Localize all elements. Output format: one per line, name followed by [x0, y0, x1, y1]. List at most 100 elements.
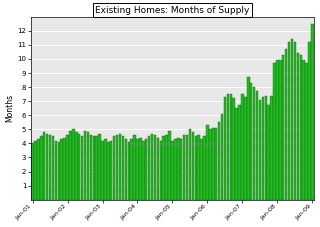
Bar — [232, 98, 235, 200]
Bar — [78, 133, 80, 200]
Bar — [75, 132, 77, 200]
Bar — [110, 141, 113, 200]
Bar — [87, 132, 89, 200]
Bar — [265, 96, 267, 200]
Bar — [177, 138, 180, 200]
Bar — [273, 63, 276, 200]
Bar — [195, 136, 197, 200]
Bar — [52, 136, 54, 200]
Bar — [229, 94, 232, 200]
Bar — [224, 97, 226, 200]
Bar — [256, 91, 258, 200]
Bar — [282, 55, 284, 200]
Bar — [127, 142, 130, 200]
Bar — [84, 131, 86, 200]
Title: Existing Homes: Months of Supply: Existing Homes: Months of Supply — [95, 5, 250, 15]
Bar — [90, 135, 92, 200]
Bar — [215, 128, 217, 200]
Y-axis label: Months: Months — [5, 94, 14, 122]
Bar — [250, 83, 252, 200]
Bar — [131, 139, 133, 200]
Bar — [49, 135, 51, 200]
Bar — [101, 141, 104, 200]
Bar — [113, 136, 116, 200]
Bar — [92, 136, 95, 200]
Bar — [168, 131, 171, 200]
Bar — [163, 136, 165, 200]
Bar — [154, 135, 156, 200]
Bar — [192, 132, 194, 200]
Bar — [212, 128, 214, 200]
Bar — [60, 139, 63, 200]
Bar — [302, 60, 305, 200]
Bar — [276, 60, 279, 200]
Bar — [122, 136, 124, 200]
Bar — [124, 139, 127, 200]
Bar — [165, 135, 168, 200]
Bar — [40, 136, 43, 200]
Bar — [288, 42, 290, 200]
Bar — [66, 135, 69, 200]
Bar — [116, 135, 118, 200]
Bar — [136, 139, 139, 200]
Bar — [268, 105, 270, 200]
Bar — [300, 55, 302, 200]
Bar — [236, 108, 238, 200]
Bar — [197, 135, 200, 200]
Bar — [34, 141, 37, 200]
Bar — [241, 94, 244, 200]
Bar — [104, 139, 107, 200]
Bar — [145, 139, 148, 200]
Bar — [218, 122, 220, 200]
Bar — [291, 39, 293, 200]
Bar — [43, 132, 45, 200]
Bar — [259, 100, 261, 200]
Bar — [160, 141, 162, 200]
Bar — [183, 135, 185, 200]
Bar — [142, 141, 145, 200]
Bar — [186, 135, 188, 200]
Bar — [31, 143, 34, 200]
Bar — [247, 77, 250, 200]
Bar — [189, 129, 191, 200]
Bar — [133, 135, 136, 200]
Bar — [72, 129, 75, 200]
Bar — [69, 131, 72, 200]
Bar — [305, 63, 308, 200]
Bar — [119, 133, 121, 200]
Bar — [221, 114, 223, 200]
Bar — [262, 97, 264, 200]
Bar — [285, 49, 287, 200]
Bar — [148, 136, 150, 200]
Bar — [180, 139, 182, 200]
Bar — [227, 94, 229, 200]
Bar — [203, 136, 206, 200]
Bar — [270, 96, 273, 200]
Text: http://calculatedrisk.blogspot.com/: http://calculatedrisk.blogspot.com/ — [130, 142, 215, 147]
Bar — [55, 141, 57, 200]
Bar — [37, 139, 40, 200]
Bar — [253, 87, 255, 200]
Bar — [311, 24, 314, 200]
Bar — [238, 105, 241, 200]
Bar — [206, 125, 209, 200]
Bar — [308, 42, 311, 200]
Bar — [244, 97, 247, 200]
Bar — [200, 139, 203, 200]
Bar — [58, 142, 60, 200]
Bar — [209, 129, 212, 200]
Bar — [107, 142, 109, 200]
Bar — [174, 139, 177, 200]
Bar — [151, 133, 153, 200]
Bar — [171, 141, 174, 200]
Bar — [95, 136, 98, 200]
Bar — [294, 42, 296, 200]
Bar — [63, 138, 66, 200]
Bar — [157, 138, 159, 200]
Bar — [139, 138, 142, 200]
Bar — [81, 136, 83, 200]
Bar — [279, 60, 282, 200]
Bar — [46, 133, 48, 200]
Bar — [98, 133, 101, 200]
Bar — [297, 53, 299, 200]
